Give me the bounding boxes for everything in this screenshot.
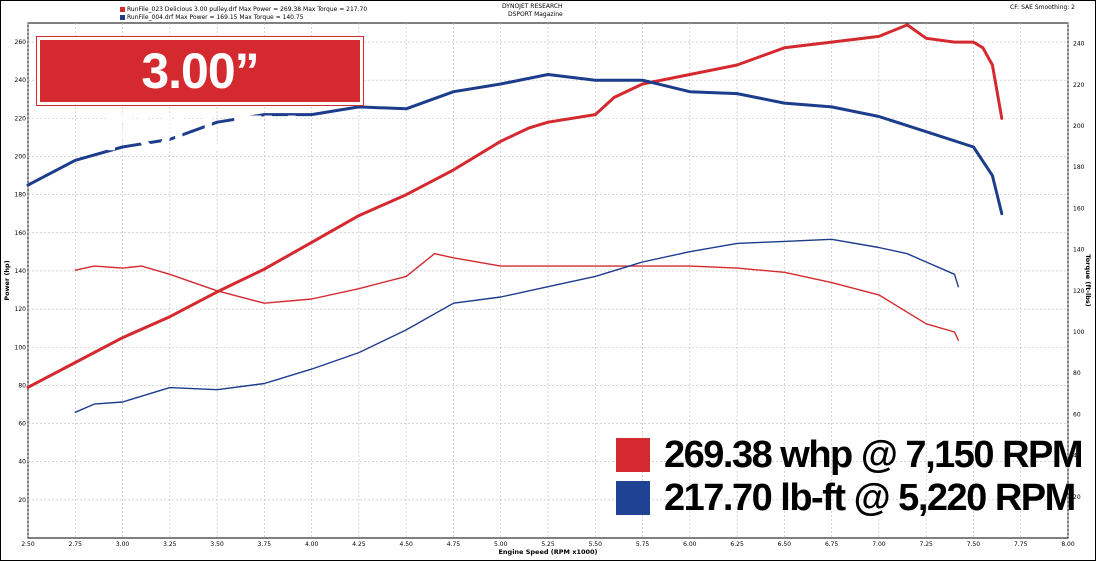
x-tick-label: 3.50 — [210, 541, 224, 548]
x-tick-label: 5.25 — [541, 541, 555, 548]
x-tick-label: 7.75 — [1014, 541, 1028, 548]
x-tick-label: 3.00 — [116, 541, 130, 548]
legend-run2-text: RunFile_004.drf Max Power = 169.15 Max T… — [127, 14, 304, 21]
y-left-tick-label: 140 — [15, 268, 27, 275]
x-tick-label: 2.75 — [69, 541, 83, 548]
series-line-blue-torque — [74, 238, 959, 413]
y-left-tick-label: 200 — [15, 154, 27, 161]
power-callout-text: 269.38 whp @ 7,150 RPM — [664, 433, 1084, 476]
x-tick-label: 3.75 — [258, 541, 272, 548]
y-right-tick-label: 200 — [1073, 123, 1085, 130]
torque-callout: 217.70 lb-ft @ 5,220 RPM — [616, 475, 1076, 521]
y-right-tick-label: 220 — [1073, 82, 1085, 89]
legend-run1: RunFile_023 Delicious 3.00 pulley.drf Ma… — [120, 6, 367, 13]
y-left-tick-label: 260 — [15, 39, 27, 46]
series-line-red-power — [26, 23, 1004, 389]
y-left-tick-label: 240 — [15, 77, 27, 84]
legend-swatch-blue — [120, 15, 125, 20]
x-tick-label: 5.75 — [636, 541, 650, 548]
y-left-tick-label: 180 — [15, 192, 27, 199]
y-right-tick-label: 100 — [1073, 329, 1085, 336]
y-left-tick-label: 120 — [15, 306, 27, 313]
y-right-axis-label: Torque (ft-lbs) — [1084, 254, 1092, 307]
x-tick-label: 6.75 — [825, 541, 839, 548]
y-right-tick-label: 20 — [1073, 494, 1081, 501]
y-right-tick-label: 80 — [1073, 370, 1081, 377]
series-line-blue-power — [26, 73, 1004, 216]
x-tick-label: 5.00 — [494, 541, 508, 548]
y-left-tick-label: 20 — [18, 497, 26, 504]
y-right-tick-label: 60 — [1073, 411, 1081, 418]
header-center-1: DYNOJET RESEARCH — [502, 3, 563, 10]
y-right-tick-label: 240 — [1073, 41, 1085, 48]
legend-swatch-red — [120, 7, 125, 12]
y-right-tick-label: 160 — [1073, 205, 1085, 212]
y-right-tick-label: 180 — [1073, 164, 1085, 171]
torque-callout-swatch — [616, 481, 650, 515]
x-tick-label: 8.00 — [1061, 541, 1075, 548]
y-left-tick-label: 220 — [15, 115, 27, 122]
x-axis-label: Engine Speed (RPM x1000) — [498, 548, 597, 556]
x-tick-label: 7.00 — [872, 541, 886, 548]
x-tick-label: 6.25 — [730, 541, 744, 548]
x-tick-label: 3.25 — [163, 541, 177, 548]
x-tick-label: 6.00 — [683, 541, 697, 548]
y-left-tick-label: 40 — [18, 459, 26, 466]
x-tick-label: 5.50 — [589, 541, 603, 548]
y-right-tick-label: 140 — [1073, 247, 1085, 254]
y-left-tick-label: 100 — [15, 344, 27, 351]
legend-run1-text: RunFile_023 Delicious 3.00 pulley.drf Ma… — [127, 6, 368, 13]
y-left-tick-label: 80 — [18, 382, 26, 389]
y-right-tick-label: 40 — [1073, 453, 1081, 460]
torque-callout-text: 217.70 lb-ft @ 5,220 RPM — [664, 476, 1076, 519]
x-tick-label: 2.50 — [21, 541, 35, 548]
x-tick-label: 4.75 — [447, 541, 461, 548]
y-left-axis-label: Power (hp) — [3, 260, 11, 300]
series-line-red-torque — [74, 252, 959, 341]
x-tick-label: 4.00 — [305, 541, 319, 548]
header-center-2: DSPORT Magazine — [508, 11, 563, 18]
y-right-tick-label: 120 — [1073, 288, 1085, 295]
power-callout-swatch — [616, 438, 650, 472]
x-tick-label: 6.50 — [778, 541, 792, 548]
pulley-badge: 3.00” PULLEY — [37, 37, 363, 161]
x-tick-label: 7.25 — [920, 541, 934, 548]
y-left-tick-label: 160 — [15, 230, 27, 237]
x-tick-label: 7.50 — [967, 541, 981, 548]
x-tick-label: 4.25 — [352, 541, 366, 548]
header-right: CF: SAE Smoothing: 2 — [1010, 4, 1076, 11]
x-tick-label: 4.50 — [400, 541, 414, 548]
y-left-tick-label: 60 — [18, 421, 26, 428]
power-callout: 269.38 whp @ 7,150 RPM — [616, 432, 1084, 478]
legend-run2: RunFile_004.drf Max Power = 169.15 Max T… — [120, 14, 304, 21]
